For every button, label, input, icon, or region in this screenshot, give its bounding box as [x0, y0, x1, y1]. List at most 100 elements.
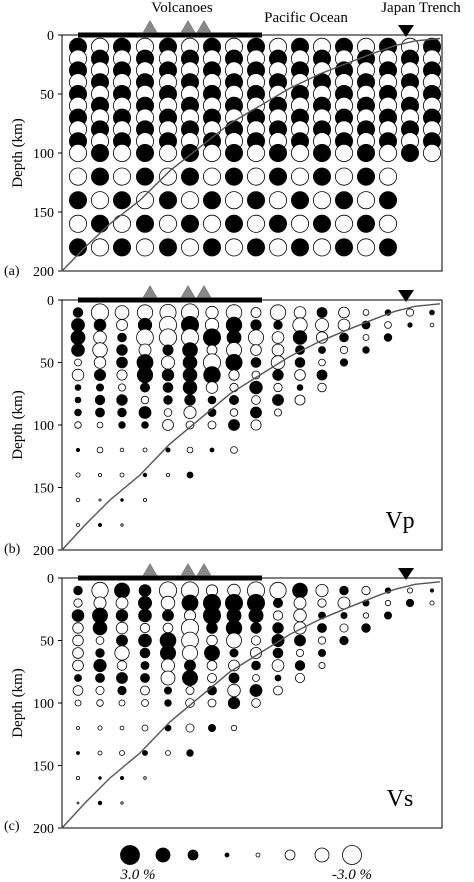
slow-anomaly-circle: [158, 214, 177, 233]
slow-anomaly-circle: [97, 725, 103, 731]
slow-anomaly-circle: [181, 645, 198, 662]
fast-anomaly-circle: [184, 659, 196, 672]
slow-anomaly-circle: [96, 699, 104, 707]
fast-anomaly-circle: [135, 214, 154, 233]
slow-anomaly-circle: [116, 369, 128, 381]
y-tick-label: 50: [40, 357, 54, 372]
fast-anomaly-circle: [163, 686, 172, 695]
slow-anomaly-circle: [142, 447, 148, 453]
fast-anomaly-circle: [117, 407, 127, 418]
fast-anomaly-circle: [158, 238, 177, 257]
slow-anomaly-circle: [362, 334, 370, 341]
fast-anomaly-circle: [318, 346, 326, 354]
slow-anomaly-circle: [92, 342, 108, 358]
fast-anomaly-circle: [224, 167, 243, 186]
panel-b-vp: 0 50 100 150 200 Depth (km) (b) Vp: [4, 285, 443, 559]
y-tick-label: 0: [47, 294, 54, 309]
fast-anomaly-circle: [207, 724, 216, 733]
fast-anomaly-circle: [163, 395, 173, 405]
slow-anomaly-circle: [165, 750, 171, 756]
panel-c-vs: 0 50 100 150 200 Depth (km) (c) Vs: [4, 563, 443, 837]
fast-anomaly-circle: [180, 143, 199, 162]
land-bar: [78, 32, 262, 38]
land-bar: [78, 575, 262, 581]
slow-anomaly-circle: [246, 214, 265, 233]
fast-anomaly-circle: [294, 634, 306, 647]
fast-anomaly-circle: [120, 498, 124, 502]
y-tick-label: 150: [33, 482, 54, 497]
fast-anomaly-circle: [164, 699, 172, 707]
slow-anomaly-circle: [73, 598, 83, 608]
y-tick-label: 200: [33, 265, 54, 280]
slow-anomaly-circle: [120, 523, 124, 527]
slow-anomaly-circle: [120, 801, 124, 805]
legend-slow-circle: [314, 847, 330, 863]
fast-anomaly-circle: [274, 674, 282, 682]
slow-anomaly-circle: [312, 238, 331, 257]
slow-anomaly-circle: [136, 304, 154, 321]
slow-anomaly-circle: [114, 645, 130, 661]
fast-anomaly-circle: [69, 191, 88, 210]
slow-anomaly-circle: [160, 355, 175, 370]
fast-anomaly-circle: [71, 343, 85, 357]
fast-anomaly-circle: [268, 214, 287, 233]
slow-anomaly-circle: [290, 214, 309, 233]
fast-anomaly-circle: [159, 645, 176, 662]
slow-anomaly-circle: [143, 776, 147, 780]
y-tick-label: 100: [33, 419, 54, 434]
slow-anomaly-circle: [185, 686, 195, 695]
slow-anomaly-circle: [162, 419, 174, 431]
fast-anomaly-circle: [98, 523, 103, 528]
y-tick-label: 100: [33, 147, 54, 162]
slow-anomaly-circle: [228, 369, 240, 381]
fast-anomaly-circle: [290, 191, 309, 210]
slow-anomaly-circle: [96, 421, 104, 429]
fast-anomaly-circle: [180, 167, 199, 186]
slow-anomaly-circle: [161, 658, 175, 673]
volcano-triangle-icon: [142, 563, 158, 576]
slow-anomaly-circle: [224, 191, 243, 210]
fast-anomaly-circle: [229, 648, 239, 658]
slow-anomaly-circle: [422, 143, 441, 162]
fast-anomaly-circle: [116, 672, 128, 684]
legend-fast-circle: [187, 849, 199, 861]
slow-anomaly-circle: [72, 659, 84, 672]
panel-label: (a): [4, 264, 20, 279]
fast-anomaly-circle: [93, 658, 107, 673]
fast-anomaly-circle: [117, 332, 127, 343]
slow-anomaly-circle: [163, 408, 173, 417]
slow-anomaly-circle: [293, 608, 307, 623]
legend-slow-circle: [255, 852, 261, 858]
fast-anomaly-circle: [429, 588, 435, 593]
y-tick-label: 150: [33, 206, 54, 221]
fast-anomaly-circle: [272, 394, 284, 406]
volcano-triangle-icon: [196, 563, 212, 576]
slow-anomaly-circle: [294, 673, 305, 684]
fast-anomaly-circle: [292, 330, 308, 345]
slow-anomaly-circle: [98, 498, 102, 502]
fast-anomaly-circle: [378, 238, 397, 257]
slow-anomaly-circle: [271, 331, 285, 344]
slow-anomaly-circle: [98, 472, 103, 477]
fast-anomaly-circle: [115, 609, 129, 622]
slow-anomaly-circle: [118, 383, 127, 392]
slow-anomaly-circle: [294, 369, 306, 381]
fast-anomaly-circle: [113, 191, 132, 210]
slow-anomaly-circle: [250, 635, 261, 646]
fast-anomaly-circle: [95, 673, 105, 683]
slow-anomaly-circle: [162, 622, 174, 634]
fast-anomaly-circle: [248, 608, 264, 624]
slow-anomaly-circle: [251, 395, 261, 405]
slow-anomaly-circle: [116, 660, 128, 671]
legend-fast-circle: [155, 847, 171, 863]
fast-anomaly-circle: [228, 394, 239, 405]
slow-anomaly-circle: [96, 446, 104, 454]
slow-anomaly-circle: [315, 331, 329, 344]
slow-anomaly-circle: [185, 698, 195, 708]
slow-anomaly-circle: [338, 306, 350, 319]
slow-anomaly-circle: [185, 723, 195, 733]
slow-anomaly-circle: [76, 523, 80, 527]
slow-anomaly-circle: [202, 167, 221, 186]
slow-anomaly-circle: [268, 238, 287, 257]
slow-anomaly-circle: [139, 622, 151, 634]
